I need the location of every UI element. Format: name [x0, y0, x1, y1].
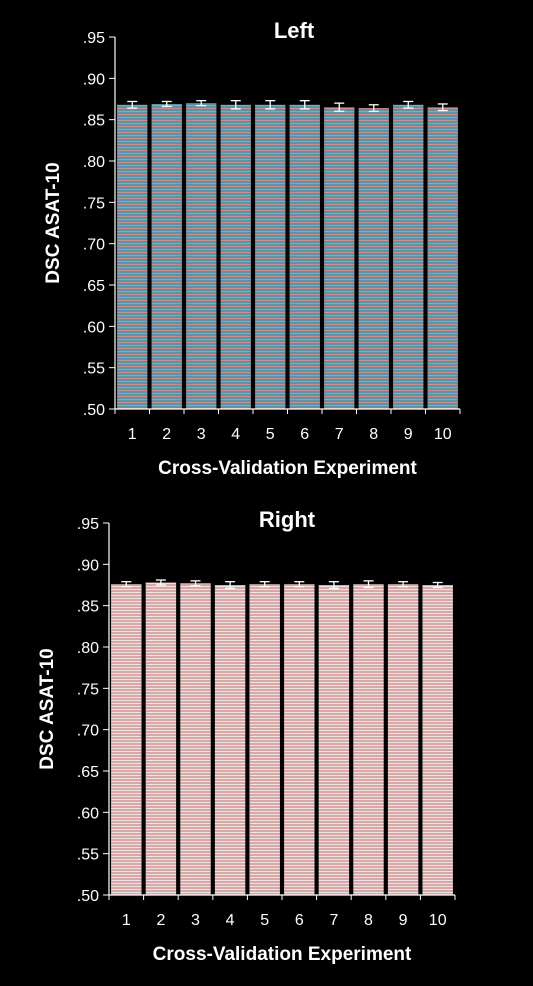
y-axis-label: DSC ASAT-10: [37, 648, 58, 769]
y-tick-label: .95: [83, 30, 105, 47]
x-tick-label: 2: [156, 912, 165, 929]
error-bar: [161, 100, 172, 108]
error-bar: [225, 581, 236, 589]
y-tick-label: .80: [77, 640, 99, 657]
y-tick-label: .65: [83, 278, 105, 295]
bar: [387, 584, 419, 895]
bar: [422, 585, 453, 895]
x-tick-label: 7: [335, 426, 344, 443]
x-tick-label: 3: [191, 912, 200, 929]
chart-title: Right: [259, 507, 316, 532]
bar: [393, 104, 424, 409]
y-tick-label: .55: [77, 847, 99, 864]
x-tick-label: 5: [266, 426, 275, 443]
x-axis-label: Cross-Validation Experiment: [158, 458, 417, 479]
bar: [111, 584, 142, 895]
x-tick-label: 10: [429, 912, 447, 929]
error-bar: [127, 100, 138, 109]
x-tick-label: 8: [369, 426, 378, 443]
error-bar: [432, 581, 443, 589]
error-bar: [265, 100, 276, 110]
y-tick-label: .60: [77, 805, 99, 822]
y-tick-label: .55: [83, 361, 105, 378]
left-chart: Left DSC ASAT-10 Cross-Validation Experime…: [43, 18, 461, 479]
y-tick-label: .65: [77, 764, 99, 781]
x-tick-label: 6: [295, 912, 304, 929]
error-bar: [403, 100, 414, 109]
x-tick-label: 4: [226, 912, 235, 929]
chart-title: Left: [274, 18, 315, 43]
x-tick-label: 9: [399, 912, 408, 929]
error-bar: [299, 100, 310, 110]
error-bar: [259, 581, 270, 588]
bar: [358, 108, 389, 410]
bar: [180, 583, 211, 895]
x-tick-label: 10: [434, 426, 452, 443]
bar: [249, 584, 280, 895]
error-bar: [155, 579, 166, 586]
error-bar: [437, 103, 448, 112]
error-bar: [334, 102, 345, 113]
error-bar: [230, 100, 241, 110]
error-bar: [190, 580, 201, 587]
x-axis-label: Cross-Validation Experiment: [153, 944, 412, 965]
bar: [220, 104, 251, 409]
y-tick-label: .60: [83, 319, 105, 336]
y-tick-label: .70: [83, 237, 105, 254]
y-tick-label: .75: [83, 195, 105, 212]
y-tick-label: .80: [83, 154, 105, 171]
error-bar: [363, 580, 374, 589]
y-tick-label: .70: [77, 723, 99, 740]
error-bar: [196, 100, 207, 107]
bar: [427, 107, 458, 410]
y-axis-label: DSC ASAT-10: [43, 162, 64, 283]
x-tick-label: 9: [404, 426, 413, 443]
x-tick-label: 1: [128, 426, 137, 443]
bar: [255, 104, 286, 409]
y-tick-label: .50: [83, 402, 105, 419]
bar: [324, 107, 355, 410]
y-tick-label: .50: [77, 888, 99, 905]
x-tick-label: 3: [197, 426, 206, 443]
y-tick-label: .75: [77, 681, 99, 698]
error-bar: [294, 581, 305, 588]
x-tick-label: 5: [260, 912, 269, 929]
error-bar: [368, 104, 379, 113]
bar: [186, 103, 217, 409]
bar: [284, 584, 315, 895]
y-tick-label: .85: [83, 113, 105, 130]
error-bar: [328, 581, 339, 589]
x-tick-label: 8: [364, 912, 373, 929]
error-bar: [121, 581, 132, 588]
bar: [353, 584, 384, 895]
x-tick-label: 6: [300, 426, 309, 443]
x-tick-label: 1: [122, 912, 131, 929]
right-chart: Right DSC ASAT-10 Cross-Validation Experim…: [37, 507, 456, 965]
y-tick-label: .85: [77, 599, 99, 616]
bar: [318, 585, 350, 895]
bar: [214, 585, 246, 895]
bar: [145, 582, 177, 895]
error-bar: [398, 581, 409, 588]
y-tick-label: .90: [83, 71, 105, 88]
x-tick-label: 2: [162, 426, 171, 443]
bar: [289, 104, 320, 409]
y-tick-label: .95: [77, 516, 99, 533]
bar: [151, 103, 182, 410]
x-tick-label: 4: [231, 426, 240, 443]
x-tick-label: 7: [329, 912, 338, 929]
y-tick-label: .90: [77, 557, 99, 574]
bar: [117, 104, 148, 409]
